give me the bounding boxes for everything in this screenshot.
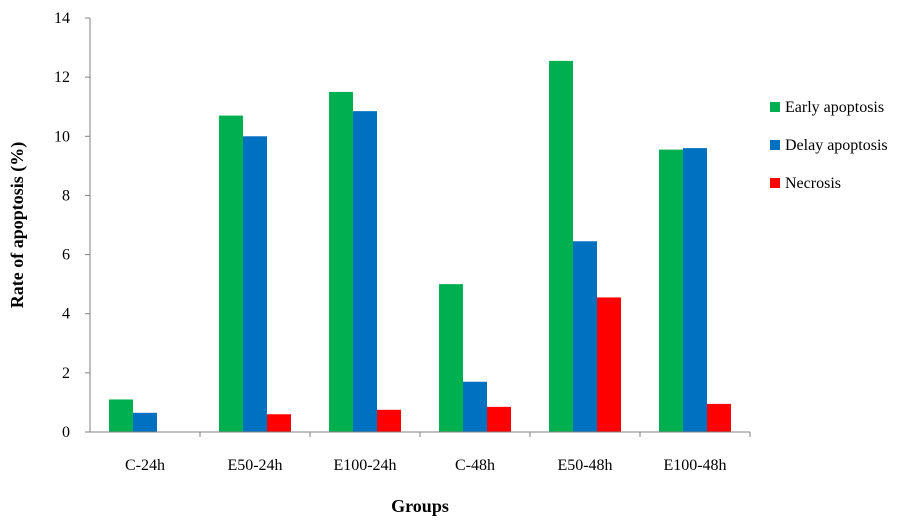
- y-tick-label: 2: [62, 365, 70, 382]
- legend-label: Necrosis: [785, 175, 841, 192]
- bar: [267, 414, 291, 432]
- legend-swatch: [770, 178, 780, 188]
- x-tick-label: E50-48h: [557, 457, 612, 474]
- bar: [463, 381, 487, 432]
- y-tick-label: 4: [62, 306, 70, 323]
- bar: [109, 399, 133, 432]
- bar: [329, 91, 353, 432]
- y-tick-label: 0: [62, 424, 70, 441]
- y-tick-label: 6: [62, 247, 70, 264]
- x-tick-labels: C-24h E50-24h E100-24h C-48h E50-48h E100-48h: [125, 432, 751, 474]
- y-tick-label: 12: [54, 69, 70, 86]
- x-axis-title: Groups: [391, 496, 449, 516]
- bars-layer: [109, 60, 731, 433]
- y-tick-label: 10: [54, 128, 70, 145]
- bar: [573, 241, 597, 432]
- legend-label: Early apoptosis: [785, 99, 884, 116]
- bar: [133, 412, 157, 432]
- x-tick-label: C-48h: [455, 457, 495, 474]
- bar: [487, 406, 511, 432]
- y-tick-label: 8: [62, 187, 70, 204]
- x-tick-label: E100-24h: [333, 457, 396, 474]
- legend-swatch: [770, 102, 780, 112]
- bar: [353, 111, 377, 433]
- bar: [439, 284, 463, 432]
- y-tick-label: 14: [54, 10, 70, 27]
- bar: [597, 297, 621, 432]
- x-tick-label: C-24h: [125, 457, 165, 474]
- bar: [549, 60, 573, 432]
- x-tick-label: E50-24h: [227, 457, 282, 474]
- x-tick-label: E100-48h: [663, 457, 726, 474]
- legend-swatch: [770, 140, 780, 150]
- bar: [707, 403, 731, 432]
- legend: Early apoptosis Delay apoptosis Necrosis: [770, 99, 888, 192]
- legend-label: Delay apoptosis: [785, 137, 888, 154]
- y-tick-labels: 0 2 4 6 8 10 12 14: [54, 10, 90, 441]
- bar: [219, 115, 243, 432]
- y-axis-title: Rate of apoptosis (%): [7, 142, 28, 309]
- bar: [377, 409, 401, 432]
- bar: [243, 136, 267, 433]
- bar: [659, 149, 683, 433]
- bar: [683, 148, 707, 432]
